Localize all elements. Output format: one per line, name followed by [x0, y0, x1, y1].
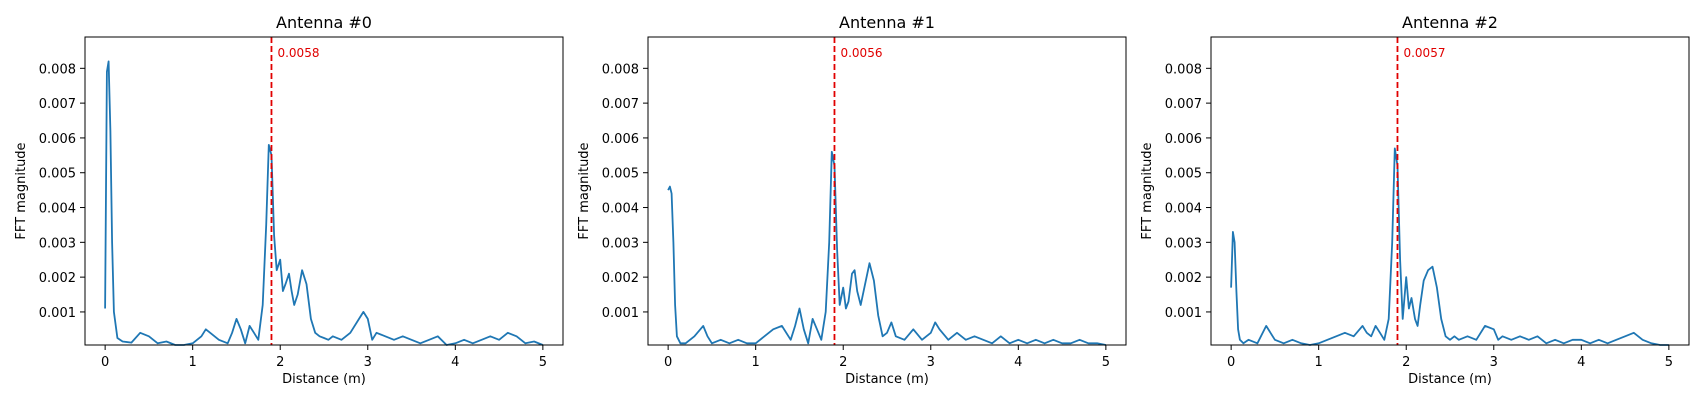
x-tick-label: 4 — [451, 355, 459, 370]
subplot-antenna-0: Antenna #0 FFT magnitude Distance (m) 0.… — [14, 13, 564, 387]
y-tick-label: 0.007 — [1165, 97, 1202, 112]
plot-area: 0.0056 0 1 2 3 4 5 0.001 0.002 0.003 0.004 0.005 0.0… — [602, 36, 1127, 370]
y-axis-label: FFT magnitude — [14, 142, 29, 239]
y-tick-label: 0.003 — [1165, 236, 1202, 251]
plot-frame — [647, 36, 1127, 346]
series-line — [104, 60, 544, 346]
y-tick-label: 0.002 — [602, 271, 639, 286]
x-tick-label: 5 — [539, 355, 547, 370]
y-tick-label: 0.003 — [602, 236, 639, 251]
y-tick-label: 0.006 — [39, 132, 76, 147]
plot-frame — [1210, 36, 1690, 346]
y-tick-label: 0.004 — [602, 202, 639, 217]
y-tick-label: 0.005 — [39, 167, 76, 182]
y-tick-label: 0.006 — [602, 132, 639, 147]
x-tick-label: 2 — [1402, 355, 1410, 370]
subplot-antenna-1: Antenna #1 FFT magnitude Distance (m) 0.… — [577, 13, 1127, 387]
x-tick-label: 4 — [1577, 355, 1585, 370]
y-tick-label: 0.007 — [39, 97, 76, 112]
y-axis-label: FFT magnitude — [577, 142, 592, 239]
plot-frame — [84, 36, 564, 346]
x-tick-label: 5 — [1665, 355, 1673, 370]
y-tick-label: 0.006 — [1165, 132, 1202, 147]
x-tick-label: 5 — [1102, 355, 1110, 370]
x-tick-label: 3 — [364, 355, 372, 370]
chart-title: Antenna #0 — [276, 13, 372, 32]
chart-title: Antenna #2 — [1402, 13, 1498, 32]
peak-marker-label: 0.0057 — [1403, 46, 1445, 60]
x-tick-label: 3 — [927, 355, 935, 370]
y-tick-label: 0.002 — [39, 271, 76, 286]
x-tick-label: 1 — [1315, 355, 1323, 370]
peak-marker-label: 0.0058 — [277, 46, 319, 60]
y-axis-label: FFT magnitude — [1140, 142, 1155, 239]
y-tick-label: 0.001 — [1165, 306, 1202, 321]
x-tick-label: 1 — [189, 355, 197, 370]
y-tick-label: 0.007 — [602, 97, 639, 112]
plot-area: 0.0057 0 1 2 3 4 5 0.001 0.002 0.003 0.004 0.005 0.0… — [1165, 36, 1690, 370]
y-tick-label: 0.005 — [602, 167, 639, 182]
y-tick-label: 0.005 — [1165, 167, 1202, 182]
x-axis-label: Distance (m) — [845, 372, 929, 387]
y-tick-label: 0.004 — [1165, 202, 1202, 217]
x-tick-label: 4 — [1014, 355, 1022, 370]
series-line — [667, 150, 1107, 346]
x-tick-label: 0 — [1227, 355, 1235, 370]
y-tick-label: 0.008 — [602, 62, 639, 77]
x-tick-label: 2 — [839, 355, 847, 370]
y-tick-label: 0.001 — [602, 306, 639, 321]
x-tick-label: 2 — [276, 355, 284, 370]
series-line — [1230, 147, 1669, 346]
peak-marker-label: 0.0056 — [840, 46, 882, 60]
x-axis-label: Distance (m) — [1408, 372, 1492, 387]
x-tick-label: 1 — [752, 355, 760, 370]
x-tick-label: 0 — [664, 355, 672, 370]
plot-area: 0.0058 0 1 2 3 4 5 0.001 0.002 0.003 0.004 0.005 0.0… — [39, 36, 564, 370]
x-axis-label: Distance (m) — [282, 372, 366, 387]
y-tick-label: 0.001 — [39, 306, 76, 321]
y-tick-label: 0.002 — [1165, 271, 1202, 286]
x-tick-label: 3 — [1490, 355, 1498, 370]
y-tick-label: 0.004 — [39, 202, 76, 217]
y-tick-label: 0.008 — [1165, 62, 1202, 77]
x-tick-label: 0 — [101, 355, 109, 370]
chart-title: Antenna #1 — [839, 13, 935, 32]
y-tick-label: 0.003 — [39, 236, 76, 251]
y-tick-label: 0.008 — [39, 62, 76, 77]
subplot-antenna-2: Antenna #2 FFT magnitude Distance (m) 0.… — [1140, 13, 1690, 387]
